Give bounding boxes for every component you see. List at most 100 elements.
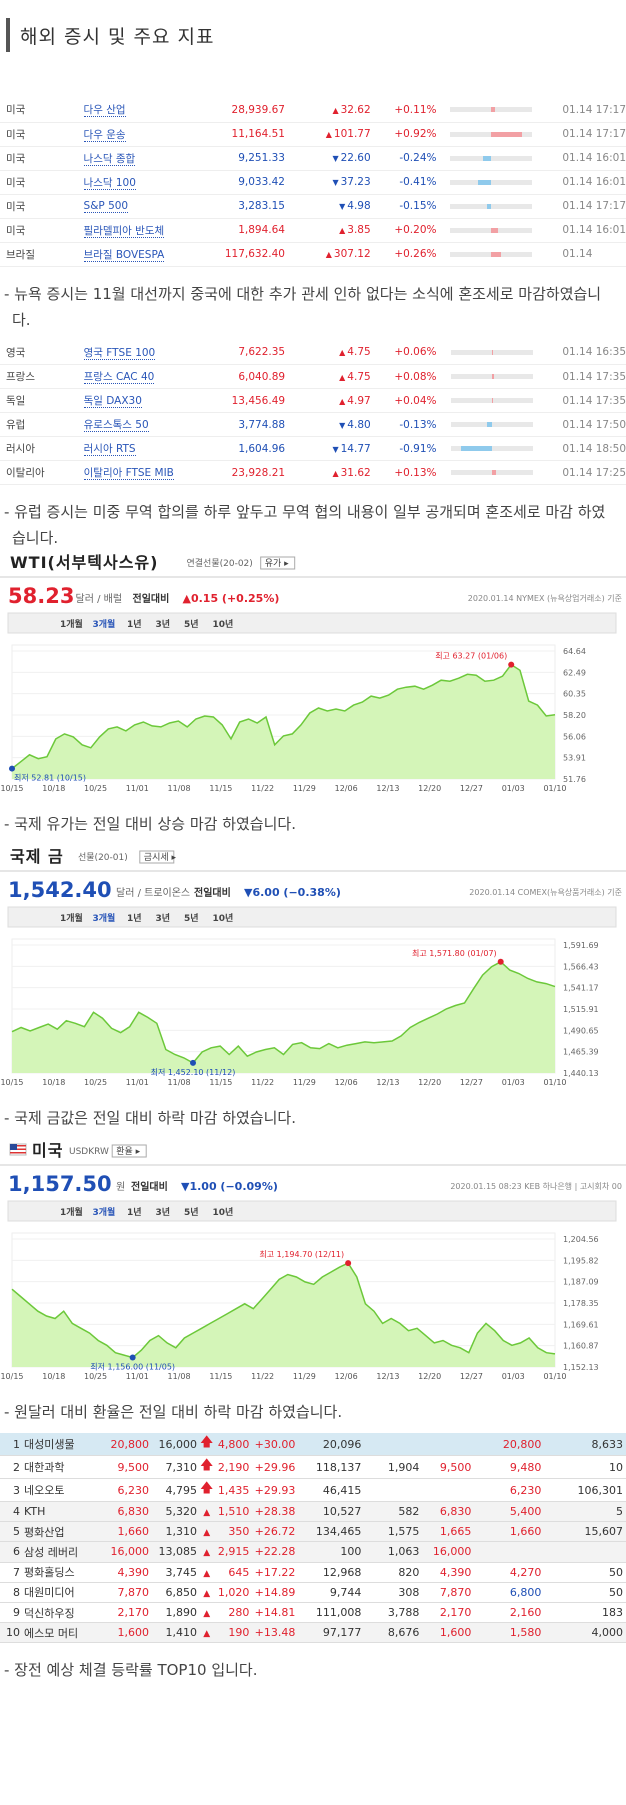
- volume-cell: 10,527: [298, 1501, 365, 1523]
- period-tab[interactable]: 3년: [156, 912, 171, 924]
- col-h-cell: 20,800: [474, 1433, 545, 1456]
- top10-row[interactable]: 5 평화산업 1,660 1,310 ▲ 350 +26.72 134,465 1,575 1,6…: [0, 1521, 626, 1543]
- rate-bar-fill: [491, 374, 494, 379]
- x-tick-label: 01/03: [502, 784, 525, 793]
- change-cell: ▼ 22.60: [290, 146, 377, 171]
- index-name-link[interactable]: 유로스톡스 50: [83, 419, 149, 432]
- index-name-link[interactable]: 다우 운송: [83, 128, 126, 142]
- rate-bar-cell: [444, 388, 555, 413]
- col-i-cell: 50: [544, 1582, 626, 1603]
- rate-bar-track: [450, 422, 533, 427]
- x-tick-label: 11/08: [168, 1078, 191, 1087]
- index-name-link[interactable]: 나스닥 100: [83, 176, 136, 190]
- period-tab[interactable]: 10년: [213, 1206, 234, 1218]
- min-point: [190, 1059, 196, 1066]
- change-value: 3.85: [347, 224, 371, 236]
- y-tick-label: 1,178.35: [563, 1299, 599, 1308]
- y-tick-label: 1,204.56: [563, 1235, 599, 1244]
- period-tab[interactable]: 1년: [127, 912, 142, 924]
- market-row: 유럽 유로스톡스 50 3,774.88 ▼ 4.80 -0.13% 01.14 17:50: [0, 412, 626, 437]
- chart-type-button[interactable]: 유가 ▸: [260, 556, 296, 570]
- top10-row[interactable]: 3 네오오토 6,230 4,795 🡅 1,435 +29.93 46,415 6,230 10…: [0, 1478, 626, 1502]
- rate-bar-track: [450, 179, 533, 185]
- period-tab[interactable]: 3개월: [93, 618, 116, 630]
- col-i-cell: 10: [544, 1455, 626, 1479]
- period-tab[interactable]: 3개월: [93, 1206, 116, 1218]
- up-triangle-icon: ▲: [325, 250, 332, 259]
- col-g-cell: 1,600: [422, 1622, 475, 1644]
- chart-type-button[interactable]: 금시세 ▸: [139, 850, 177, 864]
- rate-cell: +0.11%: [376, 98, 445, 123]
- stock-name-cell: 대한과학: [22, 1455, 94, 1479]
- period-tab[interactable]: 1년: [127, 618, 142, 630]
- change-cell: 1,020: [216, 1582, 253, 1603]
- rank-cell: 7: [0, 1562, 22, 1583]
- time-cell: 01.14 16:35: [554, 340, 626, 365]
- y-tick-label: 1,187.09: [563, 1278, 599, 1287]
- index-name-link[interactable]: 러시아 RTS: [83, 443, 136, 456]
- y-tick-label: 1,195.82: [563, 1256, 599, 1265]
- change-cell: ▼ 4.98: [290, 194, 377, 219]
- time-cell: 01.14 16:01: [554, 146, 626, 171]
- index-name-link[interactable]: 브라질 BOVESPA: [83, 248, 165, 262]
- chart-subtitle: 선물(20-01): [78, 852, 128, 863]
- period-tab[interactable]: 1개월: [60, 912, 83, 924]
- top10-row[interactable]: 7 평화홀딩스 4,390 3,745 ▲ 645 +17.22 12,968 820 4,390…: [0, 1562, 626, 1583]
- max-label: 최고 63.27 (01/06): [435, 651, 507, 661]
- stock-name-cell: 삼성 레버리: [22, 1541, 94, 1563]
- top10-row[interactable]: 6 삼성 레버리 16,000 13,085 ▲ 2,915 +22.28 100 1,063 1…: [0, 1541, 626, 1563]
- index-name-link[interactable]: 필라델피아 반도체: [83, 224, 165, 238]
- rate-bar-fill: [483, 155, 492, 161]
- period-tab[interactable]: 5년: [184, 1206, 199, 1218]
- top10-row[interactable]: 9 덕신하우징 2,170 1,890 ▲ 280 +14.81 111,008 3,788 2,…: [0, 1602, 626, 1624]
- rate-cell: -0.13%: [376, 412, 445, 437]
- index-name-link[interactable]: 다우 산업: [83, 104, 126, 118]
- note-top10: - 장전 예상 체결 등락률 TOP10 입니다.: [4, 1661, 258, 1680]
- col-g-cell: [422, 1433, 475, 1456]
- index-name-cell: 다우 산업: [83, 98, 206, 123]
- x-tick-label: 10/18: [42, 1372, 65, 1381]
- index-name-link[interactable]: 영국 FTSE 100: [83, 346, 156, 360]
- period-tab[interactable]: 3년: [156, 618, 171, 630]
- x-tick-label: 11/22: [251, 1078, 274, 1087]
- top10-row[interactable]: 10 에스모 머티 1,600 1,410 ▲ 190 +13.48 97,177 8,676 1…: [0, 1622, 626, 1644]
- change-value: 31.62: [340, 466, 371, 479]
- period-tab[interactable]: 1개월: [60, 618, 83, 630]
- period-tab[interactable]: 1년: [127, 1206, 142, 1218]
- price-chart: WTI(서부텍사스유) 연결선물(20-02) 유가 ▸ 58.23 달러 / 배럴 전일…: [0, 553, 626, 793]
- period-tab[interactable]: 5년: [184, 618, 199, 630]
- market-row: 미국 다우 산업 28,939.67 ▲ 32.62 +0.11% 01.14 17:17: [0, 98, 626, 123]
- period-tab[interactable]: 3개월: [93, 912, 116, 924]
- period-tab[interactable]: 3년: [156, 1206, 171, 1218]
- x-tick-label: 10/18: [42, 784, 65, 793]
- price-cell: 1,894.64: [205, 218, 291, 243]
- period-tab[interactable]: 10년: [213, 618, 234, 630]
- price-area: [12, 1263, 555, 1367]
- price-area: [12, 664, 555, 779]
- index-name-link[interactable]: 이탈리아 FTSE MIB: [83, 467, 174, 480]
- top10-row[interactable]: 2 대한과학 9,500 7,310 🡅 2,190 +29.96 118,137 1,904 9…: [0, 1455, 626, 1479]
- x-tick-label: 10/25: [84, 1372, 107, 1381]
- period-tab[interactable]: 1개월: [60, 1206, 83, 1218]
- rate-bar-fill: [491, 107, 495, 113]
- top10-row[interactable]: 1 대성미생물 20,800 16,000 🡅 4,800 +30.00 20,096 20,8…: [0, 1433, 626, 1456]
- expected-price-cell: 16,000: [94, 1541, 152, 1563]
- top10-row[interactable]: 8 대원미디어 7,870 6,850 ▲ 1,020 +14.89 9,744 308 7,87…: [0, 1582, 626, 1603]
- rank-cell: 2: [0, 1455, 22, 1479]
- volume-cell: 134,465: [298, 1521, 365, 1543]
- down-triangle-icon: ▼: [332, 178, 339, 187]
- index-name-link[interactable]: 프랑스 CAC 40: [83, 371, 155, 384]
- index-name-link[interactable]: S&P 500: [83, 200, 129, 213]
- period-tab[interactable]: 5년: [184, 912, 199, 924]
- prev-close-cell: 5,320: [152, 1501, 200, 1523]
- index-name-link[interactable]: 독일 DAX30: [83, 395, 142, 408]
- country-cell: 독일: [0, 388, 84, 413]
- country-cell: 미국: [0, 194, 84, 219]
- period-tab[interactable]: 10년: [213, 912, 234, 924]
- current-price: 1,157.50: [8, 1172, 112, 1196]
- chart-type-button[interactable]: 환율 ▸: [111, 1144, 147, 1158]
- x-tick-label: 01/10: [543, 784, 566, 793]
- top10-row[interactable]: 4 KTH 6,830 5,320 ▲ 1,510 +28.38 10,527 582 6,830…: [0, 1501, 626, 1523]
- rate-bar-track: [450, 203, 533, 209]
- index-name-link[interactable]: 나스닥 종합: [83, 152, 136, 166]
